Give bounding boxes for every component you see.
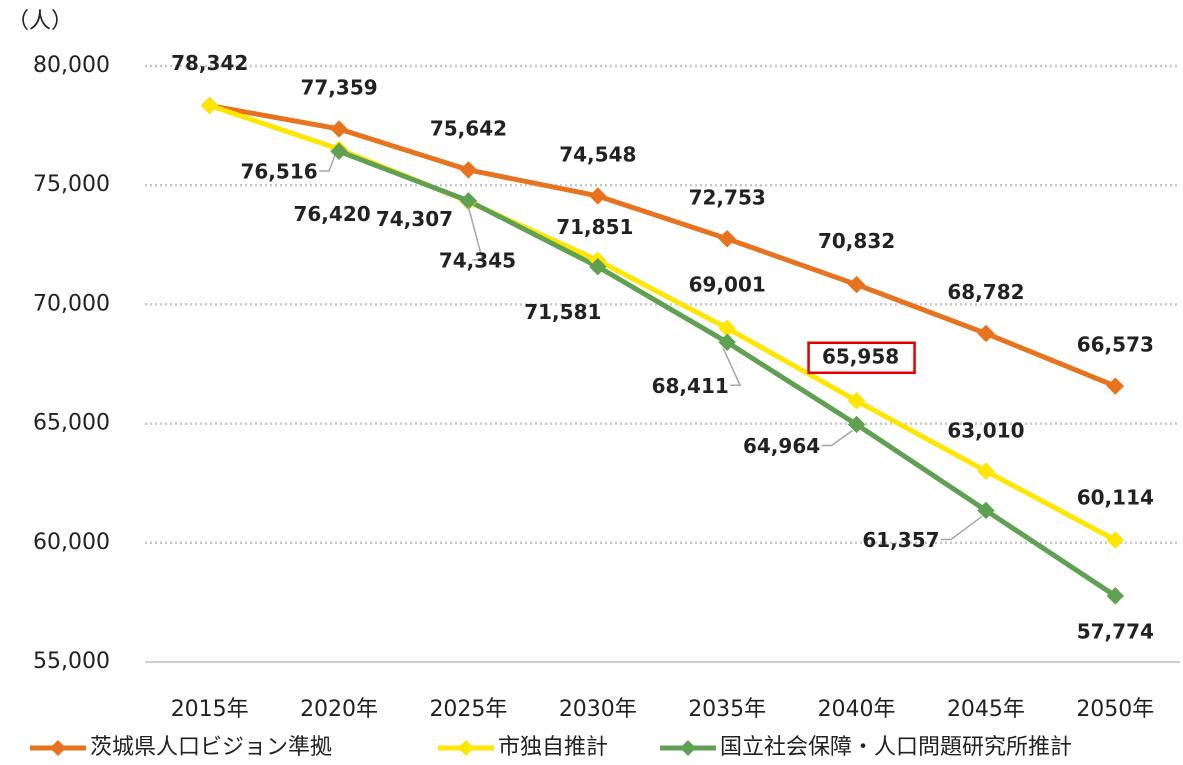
- data-label: 68,782: [947, 280, 1024, 304]
- data-label: 70,832: [818, 229, 895, 253]
- data-label: 74,307: [376, 207, 453, 231]
- marker: [847, 415, 866, 434]
- leader-line: [319, 154, 336, 172]
- data-label: 63,010: [947, 419, 1024, 443]
- x-tick-label: 2045年: [947, 697, 1025, 722]
- data-label: 75,642: [430, 116, 507, 140]
- data-label: 78,342: [171, 51, 248, 75]
- marker: [330, 120, 348, 138]
- data-label: 76,420: [293, 202, 370, 226]
- leader-line: [722, 347, 742, 387]
- data-label: 68,411: [652, 374, 729, 398]
- data-label: 65,958: [822, 344, 899, 368]
- y-tick-label: 70,000: [33, 291, 110, 316]
- leader-line: [821, 429, 853, 447]
- data-label: 61,357: [862, 528, 939, 552]
- marker: [589, 187, 607, 205]
- data-label: 60,114: [1077, 486, 1154, 510]
- series-line: [208, 103, 1117, 543]
- legend-label: 国立社会保障・人口問題研究所推計: [720, 735, 1072, 760]
- marker: [1106, 377, 1125, 395]
- y-tick-label: 55,000: [33, 649, 110, 674]
- x-tick-label: 2020年: [300, 697, 378, 722]
- marker: [330, 142, 348, 161]
- marker: [459, 161, 478, 179]
- marker: [1106, 531, 1125, 549]
- data-label: 77,359: [300, 75, 377, 99]
- y-tick-label: 60,000: [33, 530, 110, 555]
- marker: [977, 501, 995, 520]
- legend-marker: [458, 740, 474, 756]
- x-tick-label: 2015年: [171, 697, 249, 722]
- data-label: 71,851: [556, 215, 633, 239]
- data-label: 74,548: [559, 142, 636, 166]
- x-tick-label: 2050年: [1076, 697, 1154, 722]
- marker: [718, 333, 736, 351]
- marker: [589, 258, 607, 276]
- marker: [200, 96, 219, 115]
- legend-marker: [680, 740, 696, 756]
- data-label: 66,573: [1077, 333, 1154, 357]
- highlight-box: [807, 341, 916, 375]
- data-label: 64,964: [743, 434, 820, 458]
- y-tick-label: 80,000: [33, 53, 110, 78]
- marker: [847, 275, 866, 294]
- legend-label: 茨城県人口ビジョン準拠: [90, 735, 332, 760]
- leader-line: [467, 206, 484, 261]
- legend-marker: [50, 740, 66, 756]
- marker: [847, 392, 866, 410]
- data-label: 69,001: [689, 273, 766, 297]
- data-label: 74,345: [439, 248, 516, 272]
- data-label: 76,516: [240, 160, 317, 184]
- y-axis-label: （人）: [7, 9, 73, 34]
- x-tick-label: 2040年: [818, 697, 896, 722]
- data-label: 71,581: [524, 300, 601, 324]
- y-tick-label: 75,000: [33, 172, 110, 197]
- data-label: 57,774: [1077, 619, 1154, 643]
- y-tick-label: 65,000: [33, 411, 110, 436]
- marker: [718, 230, 736, 248]
- x-tick-label: 2025年: [429, 697, 507, 722]
- series-line: [209, 103, 1117, 389]
- marker: [977, 324, 995, 343]
- data-label: 72,753: [689, 185, 766, 209]
- legend-label: 市独自推計: [498, 735, 608, 760]
- x-tick-label: 2035年: [688, 697, 766, 722]
- leader-line: [940, 515, 983, 541]
- marker: [977, 462, 995, 480]
- x-tick-label: 2030年: [559, 697, 637, 722]
- marker: [1106, 587, 1125, 605]
